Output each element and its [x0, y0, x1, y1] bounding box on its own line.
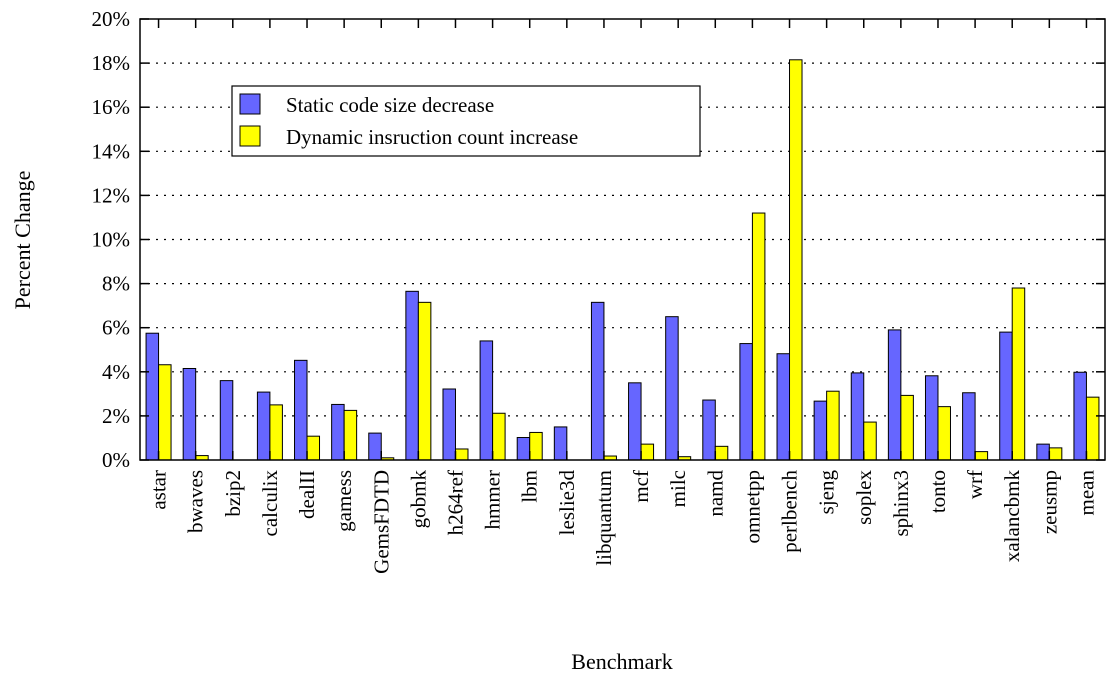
- y-tick-label: 8%: [102, 272, 130, 296]
- x-tick-label: namd: [703, 470, 727, 517]
- bar-dynamic-instruction-count: [454, 448, 469, 461]
- bar-static-code-size: [739, 343, 753, 461]
- bar-dynamic-instruction-count: [1085, 396, 1100, 461]
- bar-dynamic-instruction-count: [158, 364, 172, 461]
- y-tick-label: 6%: [102, 316, 130, 340]
- bar-dynamic-instruction-count: [937, 406, 951, 461]
- bar-dynamic-instruction-count: [714, 445, 729, 461]
- y-tick-label: 20%: [92, 7, 131, 31]
- bar-static-code-size: [442, 388, 456, 461]
- legend: Static code size decrease Dynamic insruc…: [231, 85, 701, 157]
- x-tick-label: xalancbmk: [1000, 470, 1024, 563]
- bar-dynamic-instruction-count: [1011, 287, 1026, 461]
- bar-static-code-size: [776, 353, 791, 461]
- legend-box: [231, 85, 701, 157]
- x-tick-label: astar: [147, 470, 171, 510]
- bar-static-code-size: [145, 332, 160, 461]
- bar-static-code-size: [256, 391, 271, 461]
- bar-static-code-size: [1036, 443, 1050, 461]
- bar-dynamic-instruction-count: [492, 412, 506, 461]
- x-axis-title: Benchmark: [571, 649, 672, 674]
- bar-dynamic-instruction-count: [269, 404, 283, 461]
- axis-ticks: [140, 18, 1105, 461]
- bar-static-code-size: [665, 316, 679, 461]
- x-tick-label: sjeng: [815, 470, 839, 515]
- bar-dynamic-instruction-count: [900, 394, 914, 461]
- x-tick-label: libquantum: [592, 470, 616, 566]
- bar-static-code-size: [924, 375, 939, 461]
- x-tick-labels: astar bwaves bzip2 calculix dealII gamess Gems…: [147, 470, 1099, 574]
- y-axis-title: Percent Change: [10, 171, 35, 310]
- bar-static-code-size: [331, 403, 345, 461]
- x-tick-label: sphinx3: [889, 470, 913, 537]
- legend-swatch-dynamic: [239, 125, 261, 147]
- bar-dynamic-instruction-count: [789, 59, 803, 461]
- x-tick-label: tonto: [926, 470, 950, 513]
- bar-static-code-size: [182, 367, 197, 461]
- y-tick-labels: 0% 2% 4% 6% 8% 10% 12% 14% 16% 18% 20%: [92, 7, 131, 472]
- x-tick-label: calculix: [258, 470, 282, 537]
- x-tick-label: mcf: [629, 470, 653, 503]
- y-tick-label: 18%: [92, 51, 131, 75]
- x-tick-label: bzip2: [221, 470, 245, 517]
- bar-static-code-size: [999, 331, 1013, 461]
- bar-static-code-size: [590, 301, 605, 461]
- legend-swatch-static: [239, 93, 261, 115]
- x-tick-label: h264ref: [443, 470, 467, 535]
- bar-static-code-size: [962, 392, 976, 461]
- bar-dynamic-instruction-count: [974, 451, 989, 461]
- bar-dynamic-instruction-count: [863, 421, 877, 461]
- bar-dynamic-instruction-count: [529, 431, 543, 461]
- bar-dynamic-instruction-count: [640, 443, 655, 461]
- bar-static-code-size: [294, 359, 308, 461]
- y-tick-label: 0%: [102, 448, 130, 472]
- y-tick-label: 14%: [92, 139, 131, 163]
- x-tick-label: leslie3d: [555, 470, 579, 536]
- x-tick-label: perlbench: [778, 470, 802, 553]
- bar-static-code-size: [887, 329, 902, 461]
- bar-dynamic-instruction-count: [343, 409, 358, 461]
- legend-label-dynamic: Dynamic insruction count increase: [286, 125, 578, 149]
- x-tick-label: mean: [1074, 470, 1098, 516]
- bar-dynamic-instruction-count: [306, 435, 321, 461]
- x-tick-label: gamess: [332, 470, 356, 532]
- bar-static-code-size: [553, 426, 568, 461]
- y-tick-label: 12%: [92, 183, 131, 207]
- bar-static-code-size: [516, 437, 531, 461]
- bar-static-code-size: [702, 399, 716, 461]
- bar-static-code-size: [219, 380, 234, 461]
- bar-dynamic-instruction-count: [417, 301, 432, 461]
- y-tick-label: 10%: [92, 228, 131, 252]
- bar-static-code-size: [479, 340, 494, 461]
- bar-static-code-size: [850, 372, 865, 461]
- bar-dynamic-instruction-count: [751, 212, 766, 461]
- x-tick-label: gobmk: [406, 470, 430, 529]
- x-tick-label: soplex: [852, 470, 876, 525]
- bar-static-code-size: [1073, 371, 1087, 461]
- y-tick-label: 4%: [102, 360, 130, 384]
- bar-dynamic-instruction-count: [826, 390, 840, 461]
- x-tick-label: milc: [666, 470, 690, 507]
- x-tick-label: GemsFDTD: [369, 470, 393, 574]
- x-tick-label: omnetpp: [740, 470, 764, 544]
- x-tick-label: zeusmp: [1037, 470, 1061, 534]
- y-tick-label: 16%: [92, 95, 131, 119]
- x-tick-label: hmmer: [481, 470, 505, 529]
- legend-label-static: Static code size decrease: [286, 93, 494, 117]
- x-tick-label: dealII: [295, 470, 319, 519]
- bar-static-code-size: [628, 382, 642, 461]
- bar-static-code-size: [405, 290, 419, 461]
- bar-static-code-size: [813, 400, 828, 461]
- x-tick-label: lbm: [518, 470, 542, 503]
- bar-static-code-size: [368, 432, 382, 461]
- x-tick-label: wrf: [963, 470, 987, 499]
- bar-dynamic-instruction-count: [1048, 447, 1063, 461]
- x-tick-label: bwaves: [184, 470, 208, 533]
- y-tick-label: 2%: [102, 404, 130, 428]
